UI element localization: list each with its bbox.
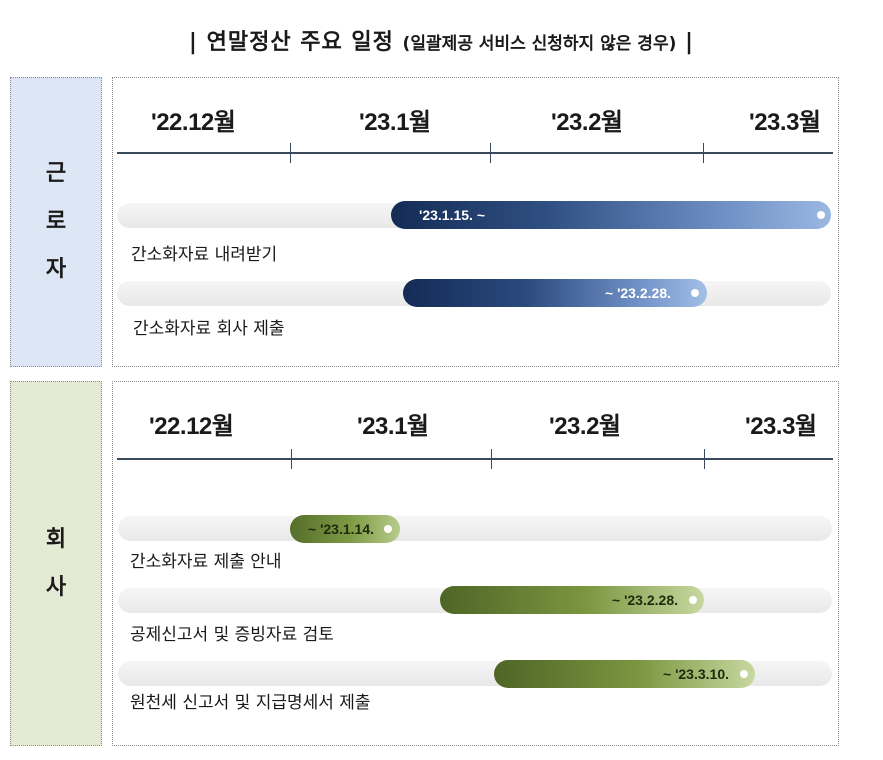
task-label: 공제신고서 및 증빙자료 검토 <box>130 625 334 645</box>
worker-label-char: 근 <box>45 161 67 186</box>
page-title: | 연말정산 주요 일정 (일괄제공 서비스 신청하지 않은 경우) | <box>0 24 883 56</box>
month-label-feb: '23.2월 <box>549 413 621 440</box>
axis-tick <box>290 143 291 163</box>
axis-tick <box>490 143 491 163</box>
timeline-axis <box>117 458 833 460</box>
bar-end-dot <box>740 670 748 678</box>
month-label-jan: '23.1월 <box>359 109 431 136</box>
task-label: 간소화자료 제출 안내 <box>130 552 282 572</box>
task-bar-notice: ~ '23.1.14. <box>290 515 400 543</box>
company-timeline-panel: '22.12월 '23.1월 '23.2월 '23.3월 ~ '23.1.14.… <box>112 381 839 746</box>
worker-timeline-panel: '22.12월 '23.1월 '23.2월 '23.3월 '23.1.15. ~… <box>112 77 839 367</box>
bar-end-dot <box>691 289 699 297</box>
company-section-label: 회 사 <box>10 381 102 746</box>
worker-label-char: 로 <box>45 209 67 234</box>
task-bar-submit: ~ '23.2.28. <box>403 279 707 307</box>
title-bar-left: | <box>188 30 198 55</box>
title-main: 연말정산 주요 일정 <box>206 30 394 55</box>
bar-end-dot <box>384 525 392 533</box>
task-label: 원천세 신고서 및 지급명세서 제출 <box>130 693 371 713</box>
task-bar-filing: ~ '23.3.10. <box>494 660 755 688</box>
company-label-char: 회 <box>45 526 67 552</box>
month-label-dec: '22.12월 <box>151 109 236 136</box>
task-date: '23.1.15. ~ <box>419 207 485 223</box>
axis-tick <box>291 449 292 469</box>
task-bar-download: '23.1.15. ~ <box>391 201 831 229</box>
timeline-axis <box>117 152 833 154</box>
bar-end-dot <box>689 596 697 604</box>
task-bar-review: ~ '23.2.28. <box>440 586 704 614</box>
month-label-feb: '23.2월 <box>551 109 623 136</box>
title-subtitle: (일괄제공 서비스 신청하지 않은 경우) <box>402 34 677 54</box>
month-label-mar: '23.3월 <box>749 109 821 136</box>
task-date: ~ '23.1.14. <box>308 521 374 537</box>
month-label-dec: '22.12월 <box>149 413 234 440</box>
axis-tick <box>704 449 705 469</box>
task-date: ~ '23.2.28. <box>612 592 678 608</box>
task-date: ~ '23.2.28. <box>605 285 671 301</box>
axis-tick <box>703 143 704 163</box>
title-bar-right: | <box>685 30 695 55</box>
worker-section-label: 근 로 자 <box>10 77 102 367</box>
worker-label-char: 자 <box>45 257 67 282</box>
task-date: ~ '23.3.10. <box>663 666 729 682</box>
month-label-mar: '23.3월 <box>745 413 817 440</box>
task-label: 간소화자료 내려받기 <box>131 245 278 265</box>
bar-end-dot <box>817 211 825 219</box>
axis-tick <box>491 449 492 469</box>
month-label-jan: '23.1월 <box>357 413 429 440</box>
company-label-char: 사 <box>45 574 67 600</box>
task-track <box>118 516 832 541</box>
task-label: 간소화자료 회사 제출 <box>133 319 285 339</box>
